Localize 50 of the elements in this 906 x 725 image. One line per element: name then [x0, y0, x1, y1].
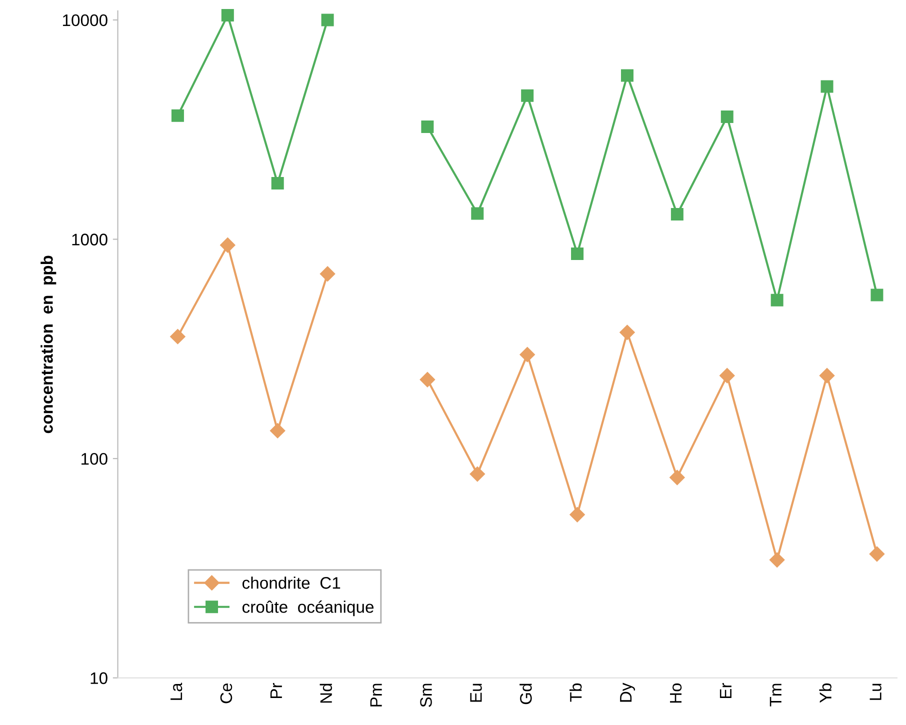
point: [670, 208, 684, 221]
point: [670, 470, 685, 486]
y-axis-title: concentration en ppb: [40, 256, 56, 434]
point: [221, 9, 234, 22]
point: [870, 288, 884, 302]
y-tick-label: 10000: [62, 14, 108, 26]
x-tick-label: Lu: [870, 684, 882, 700]
point: [620, 324, 635, 340]
point: [471, 207, 484, 220]
point: [270, 423, 286, 438]
x-tick-label: Ho: [670, 683, 682, 703]
point: [520, 347, 535, 362]
point: [170, 328, 186, 344]
x-tick-label: Nd: [320, 684, 332, 703]
x-tick-label: Er: [720, 683, 732, 698]
point: [271, 177, 284, 190]
x-tick-label: Eu: [470, 684, 482, 702]
x-tick-label: Ce: [220, 683, 232, 704]
point: [420, 372, 436, 388]
point: [171, 109, 184, 122]
point: [720, 368, 735, 384]
point: [770, 552, 785, 568]
y-tick-label: 10: [90, 672, 108, 684]
point: [470, 466, 485, 482]
x-tick-label: Tm: [770, 684, 782, 706]
legend-label: chondrite C1: [242, 576, 340, 589]
point: [869, 546, 885, 562]
point: [571, 247, 584, 260]
point: [720, 110, 734, 123]
point: [770, 294, 784, 306]
point: [320, 266, 336, 282]
x-tick-label: Pr: [270, 683, 282, 698]
x-tick-label: La: [170, 682, 182, 700]
x-tick-label: Gd: [520, 684, 532, 704]
x-tick-label: Yb: [819, 683, 832, 703]
legend-label: croûte océanique: [242, 600, 374, 616]
point: [421, 120, 434, 133]
y-tick-label: 100: [82, 452, 108, 465]
x-tick-label: Tb: [570, 683, 582, 702]
point: [620, 69, 634, 82]
point: [220, 238, 236, 253]
point: [521, 89, 534, 102]
point: [820, 80, 834, 93]
x-tick-label: Dy: [620, 682, 635, 702]
y-tick-label: 1000: [72, 234, 108, 246]
point: [819, 368, 835, 384]
point: [321, 14, 334, 26]
x-tick-label: Pm: [370, 684, 382, 706]
point: [570, 507, 585, 522]
x-tick-label: Sm: [420, 684, 432, 707]
